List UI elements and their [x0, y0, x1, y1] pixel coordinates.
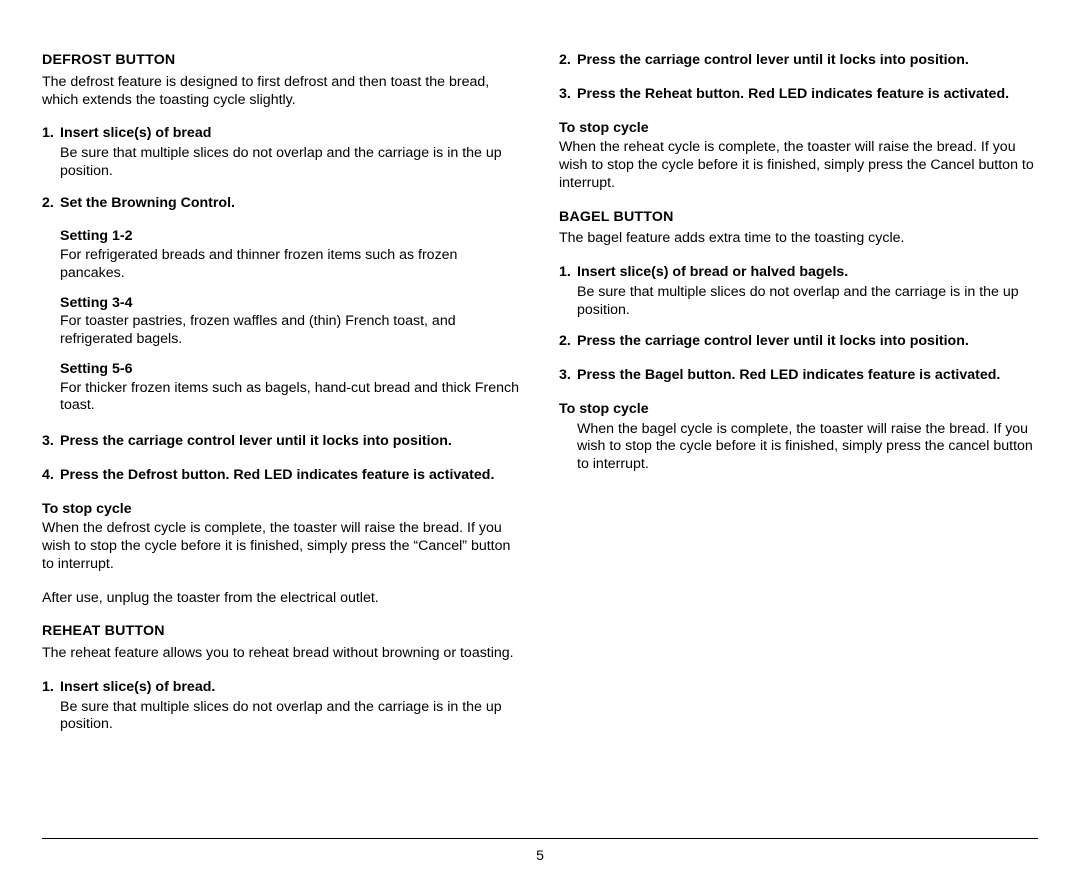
step-number: 4. — [42, 467, 60, 485]
defrost-step-3: 3. Press the carriage control lever unti… — [42, 433, 521, 451]
step-number: 1. — [559, 264, 577, 282]
bagel-stop-heading: To stop cycle — [559, 401, 1038, 419]
page-number: 5 — [0, 847, 1080, 863]
bagel-intro: The bagel feature adds extra time to the… — [559, 230, 1038, 248]
step-number: 3. — [42, 433, 60, 451]
setting-1-2-label: Setting 1-2 — [60, 228, 521, 246]
bagel-step-3: 3. Press the Bagel button. Red LED indic… — [559, 367, 1038, 385]
defrost-after-use: After use, unplug the toaster from the e… — [42, 590, 521, 608]
defrost-stop-body: When the defrost cycle is complete, the … — [42, 520, 521, 573]
step-number: 1. — [42, 125, 60, 143]
step-label: Press the carriage control lever until i… — [60, 433, 521, 451]
defrost-step-4: 4. Press the Defrost button. Red LED ind… — [42, 467, 521, 485]
step-number: 2. — [42, 195, 60, 213]
setting-5-6-body: For thicker frozen items such as bagels,… — [60, 380, 521, 416]
step-label: Press the Reheat button. Red LED indicat… — [577, 86, 1038, 104]
bagel-stop-body: When the bagel cycle is complete, the to… — [577, 421, 1038, 474]
step-label: Press the Bagel button. Red LED indicate… — [577, 367, 1038, 385]
footer-divider — [42, 838, 1038, 839]
two-column-content: DEFROST BUTTON The defrost feature is de… — [42, 52, 1038, 748]
step-label: Set the Browning Control. — [60, 195, 521, 213]
defrost-intro: The defrost feature is designed to first… — [42, 74, 521, 110]
right-column: 2. Press the carriage control lever unti… — [559, 52, 1038, 748]
defrost-step-2: 2. Set the Browning Control. — [42, 195, 521, 213]
reheat-step-2: 2. Press the carriage control lever unti… — [559, 52, 1038, 70]
reheat-intro: The reheat feature allows you to reheat … — [42, 645, 521, 663]
reheat-stop-body: When the reheat cycle is complete, the t… — [559, 139, 1038, 192]
step-label: Press the Defrost button. Red LED indica… — [60, 467, 521, 485]
reheat-step-3: 3. Press the Reheat button. Red LED indi… — [559, 86, 1038, 104]
step-label: Insert slice(s) of bread — [60, 125, 521, 143]
step-number: 3. — [559, 86, 577, 104]
step-number: 1. — [42, 679, 60, 697]
manual-page: DEFROST BUTTON The defrost feature is de… — [0, 0, 1080, 889]
step-label: Press the carriage control lever until i… — [577, 52, 1038, 70]
bagel-heading: BAGEL BUTTON — [559, 209, 1038, 227]
defrost-step-1-body: Be sure that multiple slices do not over… — [60, 145, 521, 181]
reheat-stop-heading: To stop cycle — [559, 120, 1038, 138]
setting-3-4-body: For toaster pastries, frozen waffles and… — [60, 313, 521, 349]
left-column: DEFROST BUTTON The defrost feature is de… — [42, 52, 521, 748]
reheat-step-1-body: Be sure that multiple slices do not over… — [60, 699, 521, 735]
bagel-step-2: 2. Press the carriage control lever unti… — [559, 333, 1038, 351]
setting-3-4-label: Setting 3-4 — [60, 295, 521, 313]
setting-5-6-label: Setting 5-6 — [60, 361, 521, 379]
setting-1-2-body: For refrigerated breads and thinner froz… — [60, 247, 521, 283]
step-label: Press the carriage control lever until i… — [577, 333, 1038, 351]
defrost-step-1: 1. Insert slice(s) of bread — [42, 125, 521, 143]
step-number: 2. — [559, 52, 577, 70]
defrost-stop-heading: To stop cycle — [42, 501, 521, 519]
bagel-step-1: 1. Insert slice(s) of bread or halved ba… — [559, 264, 1038, 282]
step-label: Insert slice(s) of bread or halved bagel… — [577, 264, 1038, 282]
step-number: 3. — [559, 367, 577, 385]
reheat-step-1: 1. Insert slice(s) of bread. — [42, 679, 521, 697]
reheat-heading: REHEAT BUTTON — [42, 623, 521, 641]
step-number: 2. — [559, 333, 577, 351]
bagel-step-1-body: Be sure that multiple slices do not over… — [577, 284, 1038, 320]
defrost-heading: DEFROST BUTTON — [42, 52, 521, 70]
step-label: Insert slice(s) of bread. — [60, 679, 521, 697]
